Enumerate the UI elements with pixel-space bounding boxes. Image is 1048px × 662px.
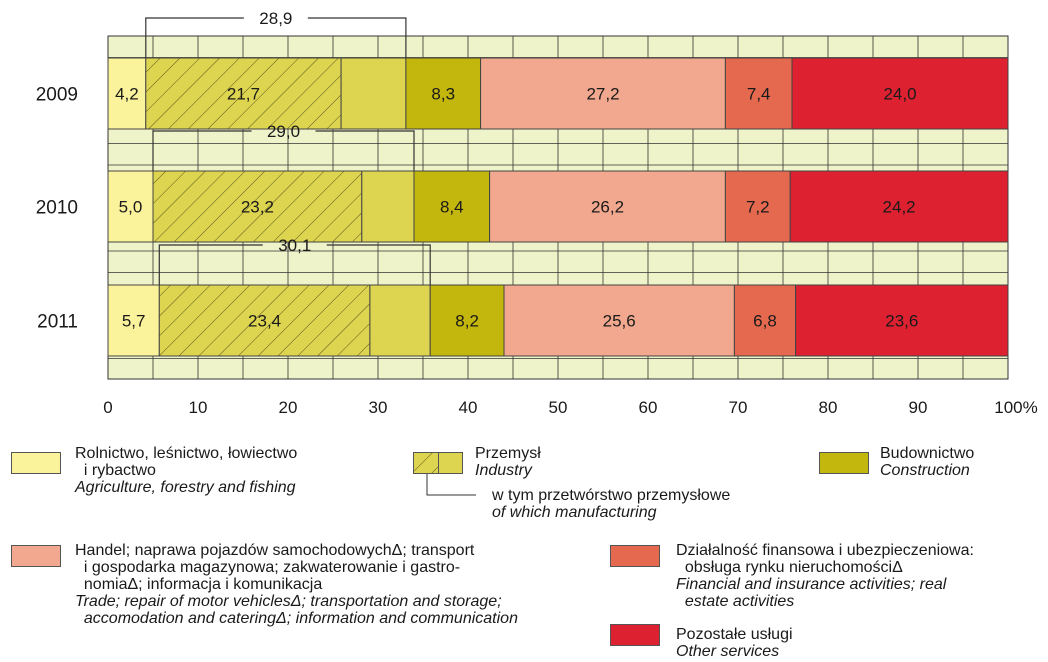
bar-other-2009 [791,57,1009,130]
data-label-trade-2009: 27,2 [586,85,619,104]
legend-swatch-finance [610,545,660,567]
data-label-finance-2010: 7,2 [746,198,770,217]
legend-finance-en: Financial and insurance activities; real… [676,576,947,610]
data-label-construction-2011: 8,2 [455,312,479,331]
category-label-2010: 2010 [36,198,78,219]
legend-trade-en: Trade; repair of motor vehiclesΔ; transp… [75,593,518,627]
data-label-other-2009: 24,0 [883,85,916,104]
data-label-manufacturing-2009: 21,7 [227,85,260,104]
x-tick-label: 0 [103,398,112,417]
legend-swatch-other [610,624,660,646]
bar-construction-2011 [429,284,505,357]
industry-bracket-right-2010 [315,130,415,171]
industry-total-label-2011: 30,1 [278,236,311,255]
legend-agriculture: Rolnictwo, leśnictwo, łowiectwo i rybact… [75,445,297,496]
bar-industry_other-2010 [361,170,415,243]
data-label-agriculture-2009: 4,2 [115,85,139,104]
category-label-2011: 2011 [37,312,78,333]
industry-bracket-right-2009 [307,17,407,58]
legend-other-en: Other services [676,643,780,660]
data-label-manufacturing-2011: 23,4 [248,312,281,331]
bar-agriculture-2009 [107,57,147,130]
bar-trade-2011 [503,284,735,357]
data-label-agriculture-2011: 5,7 [122,312,146,331]
data-label-trade-2010: 26,2 [591,198,624,217]
bar-agriculture-2011 [107,284,160,357]
legend-manufacturing-en: of which manufacturing [492,504,657,521]
category-label-2009: 2009 [36,85,78,106]
plot-area: 4,2 21,7 8,3 27,2 7,4 24,0 2009 28,9 5,0 23,2 8,4 2… [36,9,1038,417]
legend-construction: Budownictwo Construction [880,445,974,479]
x-tick-label: 100% [994,398,1037,417]
legend-agriculture-en: Agriculture, forestry and fishing [75,479,296,496]
x-tick-label: 10 [189,398,208,417]
legend-industry-en: Industry [475,462,532,479]
legend-other: Pozostałe usługi Other services [676,626,793,660]
x-tick-label: 60 [639,398,658,417]
legend-manufacturing: w tym przetwórstwo przemysłowe of which … [492,487,730,521]
manufacturing-connector [426,474,476,496]
legend-construction-pl: Budownictwo [880,445,975,462]
data-label-other-2010: 24,2 [883,198,916,217]
data-label-finance-2011: 6,8 [753,312,777,331]
data-label-manufacturing-2010: 23,2 [241,198,274,217]
data-label-construction-2009: 8,3 [431,85,455,104]
bar-agriculture-2010 [107,170,154,243]
data-label-agriculture-2010: 5,0 [119,198,143,217]
x-tick-label: 40 [459,398,478,417]
legend-swatch-agriculture [11,452,61,474]
bar-other-2011 [795,284,1009,357]
industry-bracket-left-2010 [152,130,252,171]
x-tick-label: 20 [279,398,298,417]
bar-manufacturing-2009 [145,57,342,130]
bar-other-2010 [789,170,1009,243]
data-label-construction-2010: 8,4 [440,198,464,217]
x-tick-label: 30 [369,398,388,417]
legend-trade: Handel; naprawa pojazdów samochodowychΔ;… [75,542,518,627]
x-tick-label: 50 [549,398,568,417]
bar-finance-2009 [724,57,793,130]
x-tick-label: 70 [729,398,748,417]
bar-manufacturing-2011 [158,284,371,357]
industry-bracket-right-2011 [326,244,431,285]
legend-finance: Działalność finansowa i ubezpieczeniowa:… [676,542,974,610]
legend-finance-pl: Działalność finansowa i ubezpieczeniowa:… [676,542,974,576]
bar-manufacturing-2010 [152,170,363,243]
legend-agriculture-pl: Rolnictwo, leśnictwo, łowiectwo i rybact… [75,445,298,479]
bar-finance-2011 [733,284,797,357]
x-tick-label: 90 [909,398,928,417]
x-tick-label: 80 [819,398,838,417]
legend-industry: Przemysł Industry [475,445,541,479]
legend-swatch-construction [819,452,869,474]
legend-other-pl: Pozostałe usługi [676,626,793,643]
legend-swatch-trade [11,545,61,567]
legend-swatch-industry [413,452,463,474]
industry-total-label-2010: 29,0 [267,122,300,141]
data-label-finance-2009: 7,4 [747,85,771,104]
data-label-trade-2011: 25,6 [603,312,636,331]
legend-construction-en: Construction [880,462,970,479]
industry-bracket-left-2011 [158,244,263,285]
bar-construction-2010 [413,170,491,243]
legend-industry-pl: Przemysł [475,445,541,462]
bar-industry_other-2011 [369,284,431,357]
legend-manufacturing-pl: w tym przetwórstwo przemysłowe [492,487,731,504]
bar-finance-2010 [724,170,791,243]
legend-trade-pl: Handel; naprawa pojazdów samochodowychΔ;… [75,542,475,593]
bar-trade-2010 [489,170,726,243]
stacked-bar-chart: 4,2 21,7 8,3 27,2 7,4 24,0 2009 28,9 5,0 23,2 8,4 2… [36,9,1038,417]
industry-bracket-left-2009 [145,17,244,58]
industry-total-label-2009: 28,9 [259,9,292,28]
bar-trade-2009 [480,57,726,130]
data-label-other-2011: 23,6 [885,312,918,331]
bar-industry_other-2009 [340,57,407,130]
